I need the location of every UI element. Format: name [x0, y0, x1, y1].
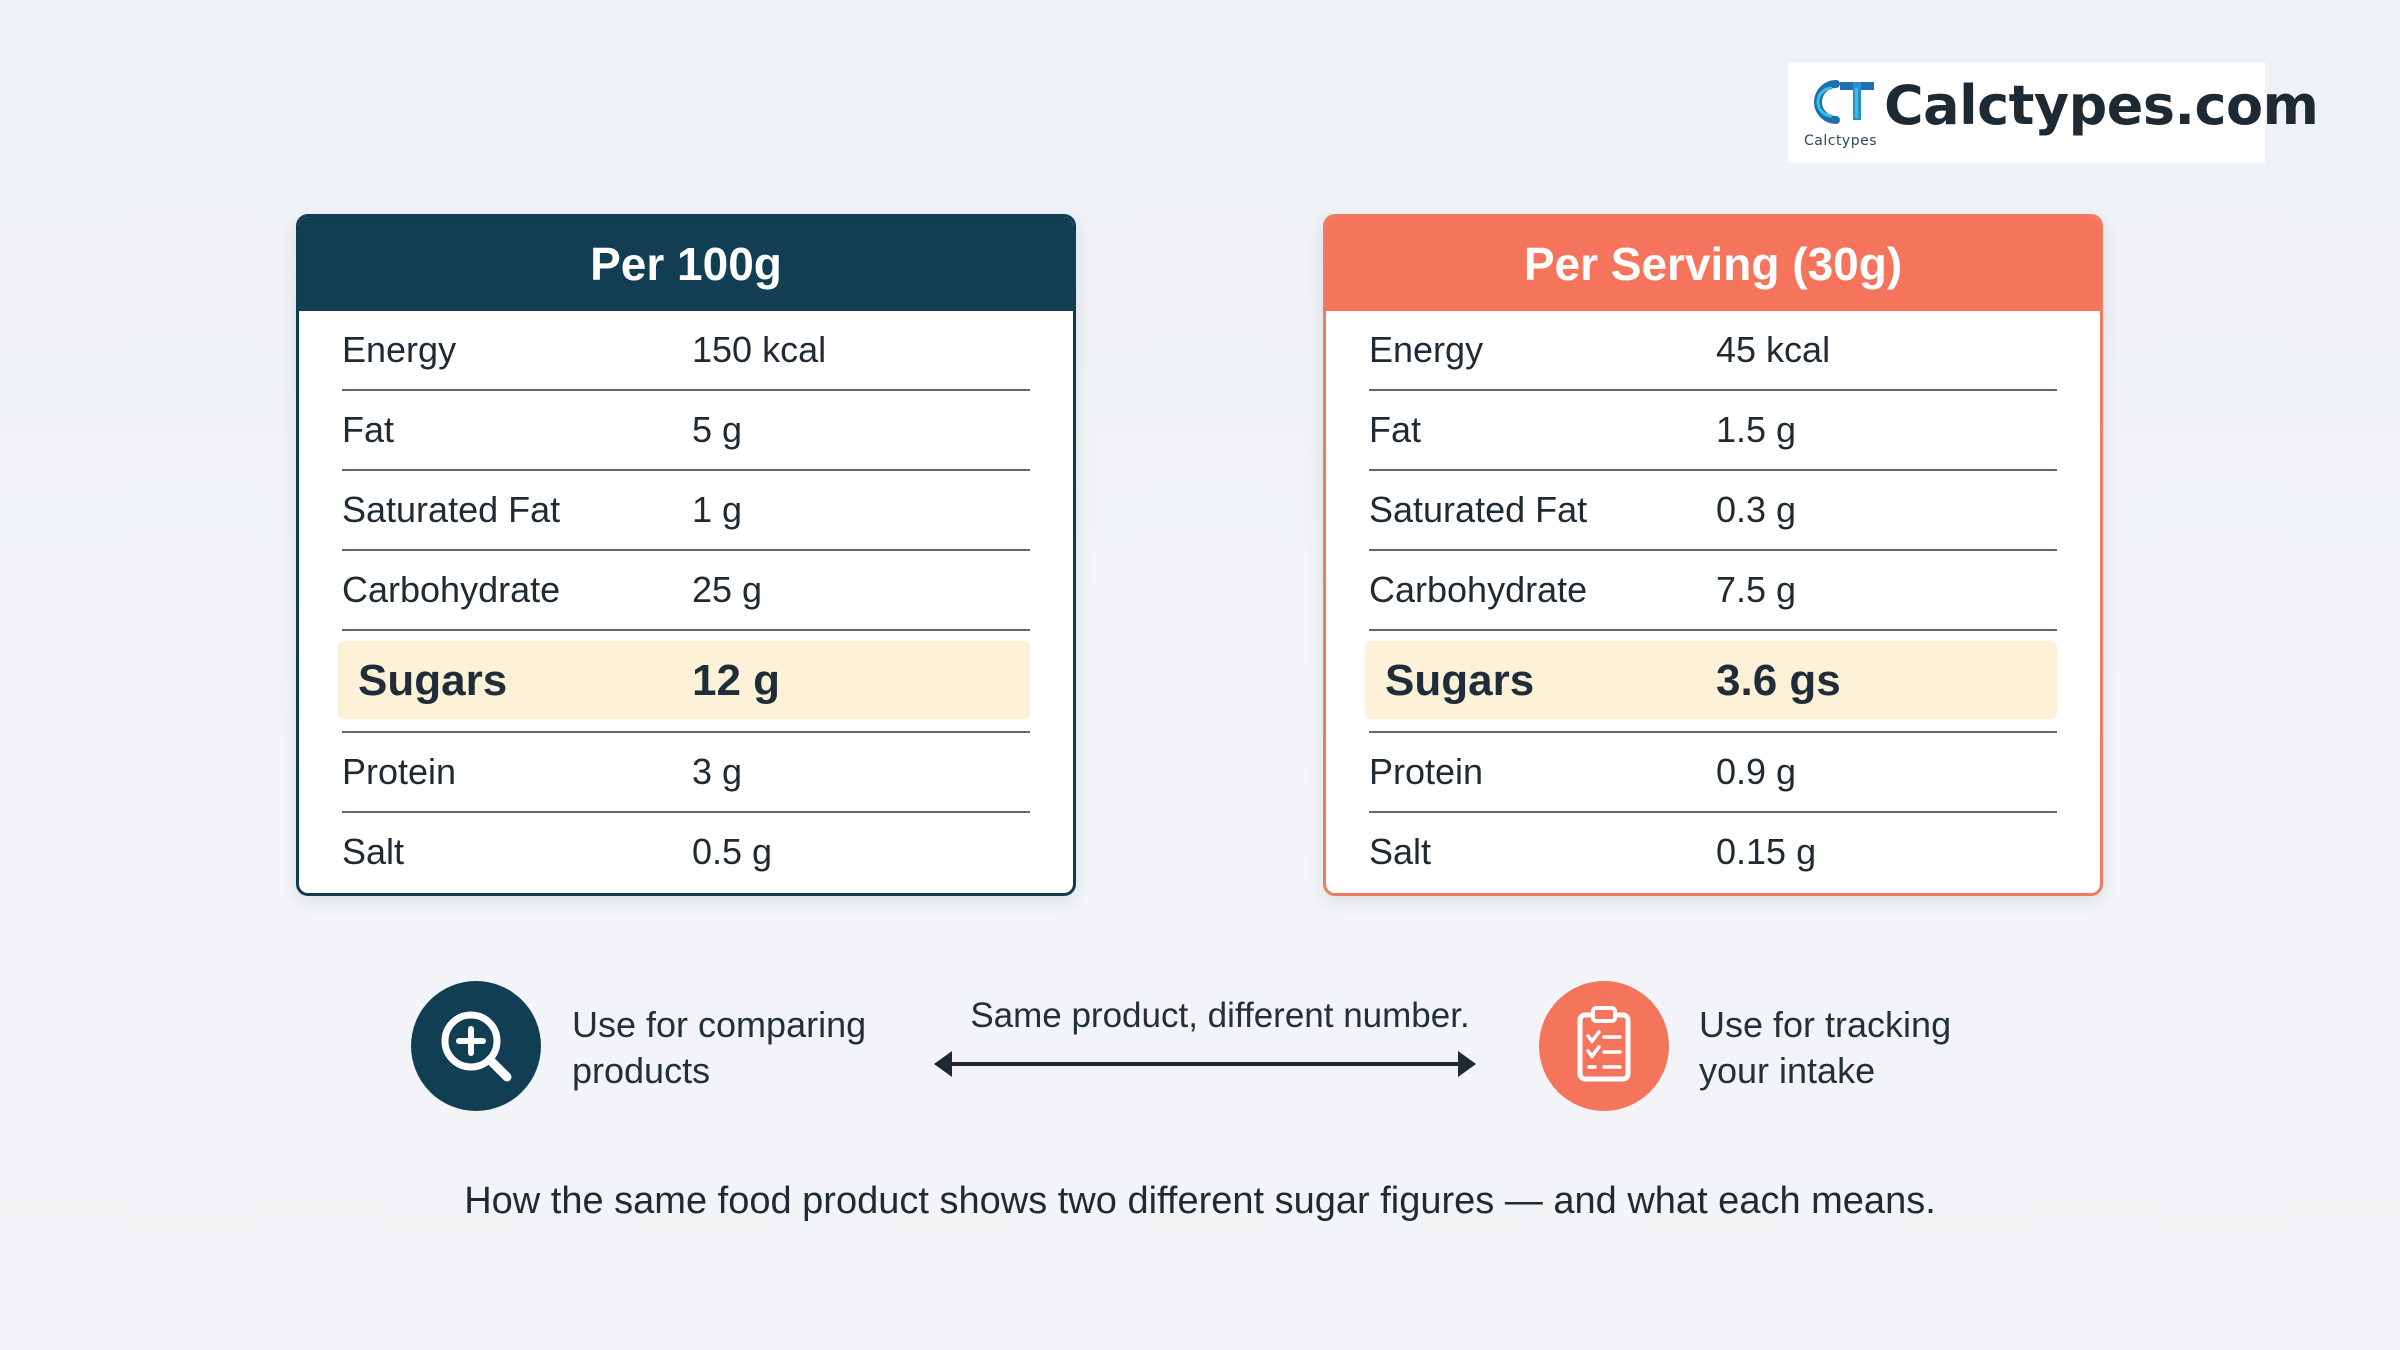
nutrient-row: Salt 0.15 g	[1369, 813, 2057, 891]
tracking-icon-circle	[1539, 981, 1669, 1111]
tracking-text-line1: Use for tracking	[1699, 1004, 1952, 1045]
nutrient-value: 1.5 g	[1716, 409, 1797, 450]
nutrient-row: Fat 5 g	[342, 391, 1030, 471]
calctypes-logo: Calctypes Calctypes.com	[1788, 62, 2319, 163]
nutrient-value: 12 g	[692, 656, 781, 705]
highlight-background	[338, 641, 1030, 719]
nutrient-row: Energy 150 kcal	[342, 311, 1030, 391]
nutrient-value: 7.5 g	[1716, 569, 1797, 610]
nutrient-label: Protein	[1369, 751, 1484, 792]
nutrient-label: Sugars	[1385, 656, 1535, 705]
logo-subtitle: Calctypes	[1804, 133, 1878, 149]
nutrient-value: 0.15 g	[1716, 831, 1817, 872]
compare-description: Use for comparing products	[572, 1002, 932, 1094]
per-100g-title: Per 100g	[299, 217, 1073, 311]
nutrient-value: 0.9 g	[1716, 751, 1797, 792]
per-serving-title: Per Serving (30g)	[1326, 217, 2100, 311]
nutrient-value: 0.5 g	[692, 831, 773, 872]
nutrient-row: Protein 3 g	[342, 733, 1030, 813]
nutrient-label: Fat	[342, 409, 395, 450]
compare-text-line2: products	[572, 1050, 711, 1091]
clipboard-checklist-icon	[1577, 1006, 1631, 1082]
nutrient-value: 150 kcal	[692, 329, 827, 370]
nutrient-label: Salt	[1369, 831, 1432, 872]
nutrient-row: Protein 0.9 g	[1369, 733, 2057, 813]
nutrient-label: Carbohydrate	[342, 569, 561, 610]
nutrient-row: Fat 1.5 g	[1369, 391, 2057, 471]
tracking-text-line2: your intake	[1699, 1050, 1876, 1091]
nutrient-label: Fat	[1369, 409, 1422, 450]
per-100g-card: Per 100g Energy 150 kcal Fat 5 g Saturat…	[296, 214, 1076, 896]
nutrient-value: 1 g	[692, 489, 743, 530]
nutrient-label: Energy	[1369, 329, 1484, 370]
nutrient-row: Carbohydrate 7.5 g	[1369, 551, 2057, 631]
nutrient-value: 3.6 gs	[1716, 656, 1841, 705]
per-serving-card: Per Serving (30g) Energy 45 kcal Fat 1.5…	[1323, 214, 2103, 896]
nutrient-value: 3 g	[692, 751, 743, 792]
nutrient-label: Salt	[342, 831, 405, 872]
center-message: Same product, different number.	[970, 996, 1470, 1035]
sugars-row-highlighted: Sugars 3.6 gs	[1365, 631, 2057, 733]
magnifier-plus-icon	[441, 1011, 512, 1082]
nutrient-row: Energy 45 kcal	[1369, 311, 2057, 391]
ct-logo-icon	[1814, 80, 1874, 124]
figure-caption: How the same food product shows two diff…	[464, 1180, 1936, 1222]
nutrient-row: Saturated Fat 0.3 g	[1369, 471, 2057, 551]
nutrient-row: Saturated Fat 1 g	[342, 471, 1030, 551]
nutrient-row: Carbohydrate 25 g	[342, 551, 1030, 631]
sugars-row-highlighted: Sugars 12 g	[338, 631, 1030, 733]
nutrient-value: 5 g	[692, 409, 743, 450]
nutrient-label: Sugars	[358, 656, 508, 705]
nutrient-value: 25 g	[692, 569, 763, 610]
double-headed-arrow-icon	[934, 1051, 1476, 1077]
nutrient-label: Saturated Fat	[1369, 489, 1588, 530]
highlight-background	[1365, 641, 2057, 719]
compare-text-line1: Use for comparing	[572, 1004, 867, 1045]
logo-name: Calctypes.com	[1884, 74, 2319, 137]
nutrient-label: Protein	[342, 751, 457, 792]
nutrient-label: Carbohydrate	[1369, 569, 1588, 610]
compare-icon-circle	[411, 981, 541, 1111]
nutrient-value: 0.3 g	[1716, 489, 1797, 530]
nutrient-value: 45 kcal	[1716, 329, 1831, 370]
tracking-description: Use for tracking your intake	[1699, 1002, 2019, 1094]
nutrient-label: Saturated Fat	[342, 489, 561, 530]
nutrient-label: Energy	[342, 329, 457, 370]
nutrient-row: Salt 0.5 g	[342, 813, 1030, 891]
